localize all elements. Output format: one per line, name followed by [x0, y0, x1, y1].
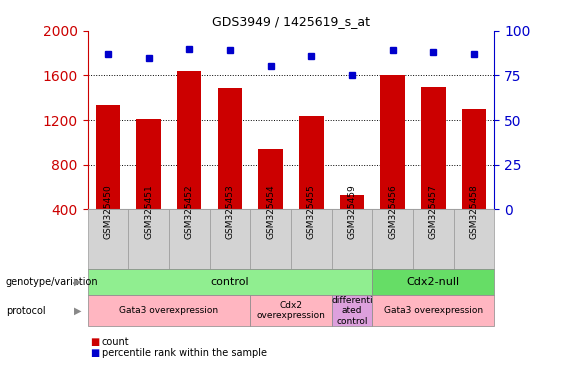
Bar — [299, 116, 324, 254]
Bar — [258, 149, 283, 254]
Text: GSM325455: GSM325455 — [307, 184, 316, 239]
Text: Cdx2-null: Cdx2-null — [407, 277, 460, 287]
Text: ▶: ▶ — [75, 277, 82, 287]
Text: differenti
ated
control: differenti ated control — [331, 296, 373, 326]
Text: GSM325459: GSM325459 — [347, 184, 357, 239]
Text: percentile rank within the sample: percentile rank within the sample — [102, 348, 267, 358]
Text: GSM325453: GSM325453 — [225, 184, 234, 239]
Text: genotype/variation: genotype/variation — [6, 277, 98, 287]
Bar — [421, 86, 446, 254]
Bar — [380, 75, 405, 254]
Text: Gata3 overexpression: Gata3 overexpression — [384, 306, 483, 315]
Bar — [136, 119, 161, 254]
Text: GSM325452: GSM325452 — [185, 184, 194, 239]
Bar — [218, 88, 242, 254]
Text: GSM325457: GSM325457 — [429, 184, 438, 239]
Text: ▶: ▶ — [75, 306, 82, 316]
Title: GDS3949 / 1425619_s_at: GDS3949 / 1425619_s_at — [212, 15, 370, 28]
Text: GSM325456: GSM325456 — [388, 184, 397, 239]
Text: control: control — [211, 277, 249, 287]
Bar — [340, 195, 364, 254]
Text: Cdx2
overexpression: Cdx2 overexpression — [257, 301, 325, 320]
Text: count: count — [102, 337, 129, 347]
Bar — [177, 71, 202, 254]
Text: GSM325458: GSM325458 — [470, 184, 479, 239]
Bar — [95, 106, 120, 254]
Text: ■: ■ — [90, 348, 99, 358]
Bar — [462, 109, 486, 254]
Text: Gata3 overexpression: Gata3 overexpression — [119, 306, 219, 315]
Text: ■: ■ — [90, 337, 99, 347]
Text: GSM325451: GSM325451 — [144, 184, 153, 239]
Text: GSM325450: GSM325450 — [103, 184, 112, 239]
Text: GSM325454: GSM325454 — [266, 184, 275, 239]
Text: protocol: protocol — [6, 306, 45, 316]
